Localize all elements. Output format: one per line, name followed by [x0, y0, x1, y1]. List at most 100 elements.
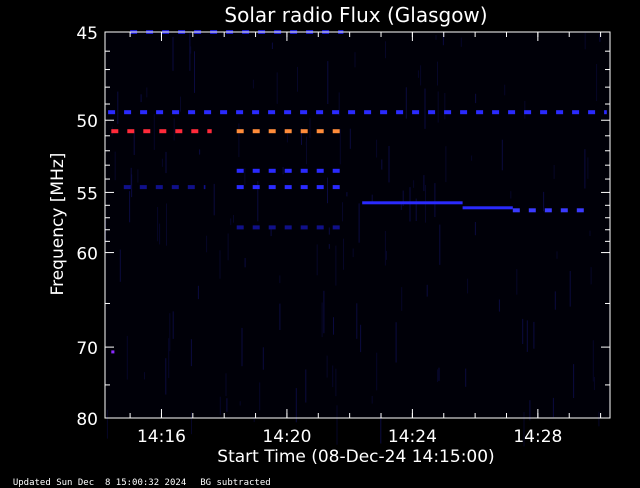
noise-streak: [309, 118, 311, 138]
noise-streak: [437, 369, 439, 383]
emission-segment: [268, 185, 276, 190]
noise-streak: [286, 128, 288, 143]
noise-streak: [584, 149, 586, 189]
noise-streak: [295, 388, 297, 423]
emission-segment: [332, 129, 340, 134]
noise-streak: [342, 202, 343, 222]
noise-streak: [239, 401, 241, 406]
noise-streak: [119, 249, 121, 282]
noise-streak: [401, 287, 403, 311]
noise-streak: [516, 269, 518, 295]
emission-segment: [544, 208, 552, 213]
emission-segment: [560, 208, 568, 213]
noise-streak: [321, 302, 323, 338]
noise-streak: [584, 32, 586, 50]
noise-streak: [190, 339, 192, 367]
emission-segment: [252, 168, 260, 173]
emission-segment: [172, 110, 180, 115]
emission-segment: [316, 129, 324, 134]
noise-streak: [413, 180, 415, 188]
noise-streak: [360, 324, 362, 353]
emission-segment: [556, 110, 564, 115]
noise-streak: [114, 151, 116, 181]
emission-segment: [284, 110, 292, 115]
emission-segment: [364, 110, 372, 115]
noise-streak: [336, 405, 338, 445]
emission-segment: [512, 208, 520, 213]
noise-streak: [460, 37, 462, 47]
noise-streak: [386, 250, 387, 260]
noise-streak: [420, 65, 422, 86]
noise-streak: [328, 227, 330, 235]
emission-segment: [252, 185, 260, 190]
noise-streak: [297, 66, 298, 92]
noise-streak: [384, 231, 386, 266]
noise-streak: [226, 398, 228, 412]
noise-streak: [437, 61, 438, 86]
emission-feature: [111, 129, 212, 134]
emission-segment: [316, 185, 324, 190]
emission-segment: [396, 110, 404, 115]
emission-feature: [111, 350, 115, 354]
emission-segment: [348, 110, 356, 115]
noise-streak: [144, 372, 145, 380]
emission-segment: [428, 110, 436, 115]
emission-segment: [111, 129, 119, 134]
noise-streak: [206, 235, 208, 253]
noise-streak: [405, 87, 407, 119]
emission-segment: [268, 168, 276, 173]
emission-segment: [187, 185, 195, 190]
emission-feature: [108, 110, 607, 115]
emission-segment: [236, 185, 244, 190]
noise-streak: [573, 364, 575, 398]
emission-feature: [236, 225, 340, 230]
noise-streak: [424, 88, 426, 129]
emission-segment: [332, 110, 340, 115]
emission-segment: [159, 129, 167, 134]
noise-streak: [444, 93, 446, 120]
noise-streak: [471, 155, 473, 161]
noise-streak: [137, 169, 139, 183]
noise-streak: [569, 271, 571, 307]
emission-segment: [203, 185, 206, 190]
noise-streak: [354, 52, 356, 68]
emission-segment: [123, 185, 131, 190]
noise-streak: [199, 149, 201, 155]
noise-streak: [417, 70, 419, 78]
emission-segment: [362, 201, 463, 205]
noise-streak: [323, 290, 325, 334]
emission-segment: [492, 110, 500, 115]
noise-streak: [131, 174, 133, 198]
noise-streak: [395, 322, 397, 363]
noise-streak: [279, 275, 281, 284]
y-tick-label: 80: [76, 410, 98, 430]
noise-streak: [498, 299, 500, 312]
noise-streak: [126, 335, 128, 380]
emission-segment: [300, 225, 308, 230]
noise-streak: [343, 238, 344, 270]
noise-streak: [168, 338, 170, 379]
noise-streak: [233, 215, 234, 223]
x-tick-label: 14:24: [388, 427, 437, 447]
noise-streak: [305, 369, 307, 403]
noise-streak: [252, 79, 254, 89]
noise-streak: [553, 165, 555, 179]
noise-streak: [543, 191, 545, 212]
noise-streak: [376, 352, 378, 391]
y-tick-label: 60: [76, 245, 98, 265]
emission-segment: [300, 185, 308, 190]
noise-streak: [190, 46, 192, 54]
noise-streak: [439, 224, 441, 265]
noise-streak: [227, 233, 229, 261]
noise-streak: [270, 229, 272, 237]
noise-streak: [301, 128, 302, 145]
emission-segment: [140, 110, 148, 115]
emission-segment: [252, 110, 260, 115]
noise-streak: [376, 139, 378, 158]
emission-segment: [508, 110, 516, 115]
noise-streak: [106, 409, 108, 439]
noise-streak: [474, 222, 476, 236]
noise-streak: [169, 313, 171, 352]
emission-feature: [236, 129, 340, 134]
